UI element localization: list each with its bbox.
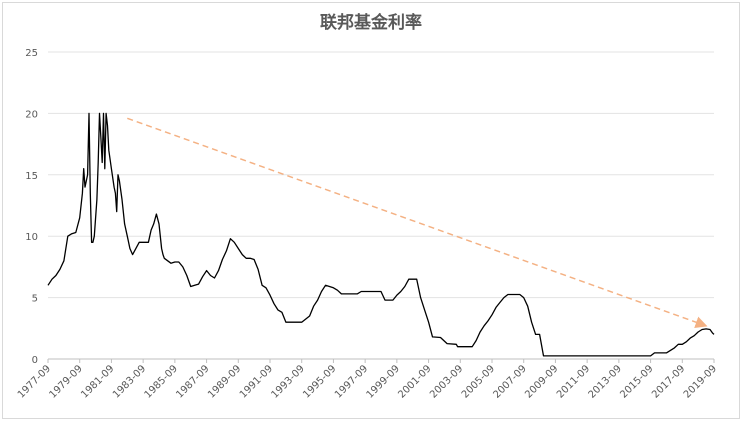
x-tick-label: 1999-09 — [365, 363, 402, 400]
y-tick-label: 0 — [32, 355, 38, 366]
x-tick-label: 1997-09 — [333, 363, 370, 400]
x-tick-label: 2003-09 — [428, 363, 465, 400]
x-tick-label: 2011-09 — [555, 363, 592, 400]
x-tick-label: 2007-09 — [492, 363, 529, 400]
x-tick-label: 1995-09 — [301, 363, 338, 400]
x-axis: 1977-091979-091981-091983-091985-091987-… — [16, 359, 719, 401]
x-tick-label: 2017-09 — [650, 363, 687, 400]
x-tick-label: 2005-09 — [460, 363, 497, 400]
x-tick-label: 1985-09 — [143, 363, 180, 400]
x-tick-label: 1991-09 — [238, 363, 275, 400]
x-tick-label: 1987-09 — [174, 363, 211, 400]
series-line — [47, 112, 715, 357]
chart-title: 联邦基金利率 — [320, 13, 422, 33]
y-tick-label: 10 — [25, 232, 38, 243]
y-tick-label: 20 — [25, 109, 38, 120]
x-tick-label: 1977-09 — [16, 363, 53, 400]
trend-group — [127, 117, 708, 328]
series-group — [47, 112, 715, 357]
x-tick-label: 1989-09 — [206, 363, 243, 400]
x-tick-label: 1983-09 — [111, 363, 148, 400]
x-tick-label: 1981-09 — [79, 363, 116, 400]
y-tick-label: 25 — [25, 48, 38, 59]
x-tick-label: 2019-09 — [682, 363, 719, 400]
x-tick-label: 2013-09 — [587, 363, 624, 400]
trend-arrow — [127, 117, 708, 328]
y-axis: 0 5 10 15 20 25 — [25, 48, 38, 366]
x-tick-label: 1993-09 — [270, 363, 307, 400]
x-tick-label: 2009-09 — [523, 363, 560, 400]
y-tick-label: 15 — [25, 171, 38, 182]
x-tick-label: 2001-09 — [396, 363, 433, 400]
y-tick-label: 5 — [32, 294, 38, 305]
gridlines — [48, 51, 714, 360]
x-tick-label: 1979-09 — [48, 363, 85, 400]
x-tick-label: 2015-09 — [618, 363, 655, 400]
